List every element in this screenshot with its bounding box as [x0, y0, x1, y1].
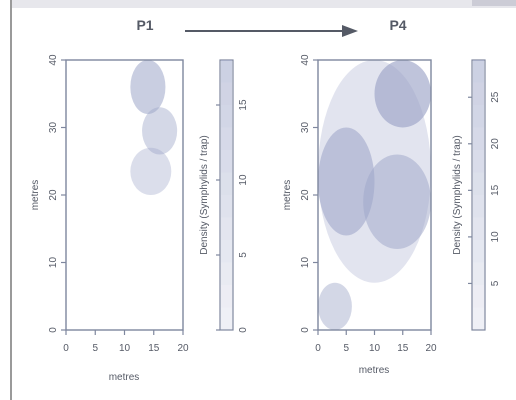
density-patch	[318, 127, 375, 236]
colorbar-band	[221, 172, 232, 195]
y-ticks: 0 10 20 30 40	[300, 54, 318, 333]
colorbar-tick-label: 15	[238, 99, 249, 111]
y-tick-label: 10	[300, 257, 311, 269]
colorbar-band	[473, 60, 484, 83]
x-ticks: 0 5 10 15 20	[315, 330, 437, 354]
caption-fragment	[472, 0, 516, 6]
colorbar-band	[473, 127, 484, 150]
density-patch	[318, 60, 431, 283]
colorbar	[471, 59, 486, 331]
x-ticks: 0 5 10 15 20	[63, 330, 189, 354]
colorbar-tick-label: 10	[490, 231, 501, 243]
density-patch	[142, 107, 178, 155]
colorbar-band	[473, 195, 484, 218]
x-tick-label: 5	[343, 343, 349, 354]
colorbar-band	[221, 150, 232, 173]
colorbar-band	[473, 262, 484, 285]
colorbar-band	[221, 217, 232, 240]
y-tick-label: 20	[300, 189, 311, 201]
heatmap-patches	[318, 60, 431, 330]
y-tick-label: 30	[48, 122, 59, 134]
x-tick-label: 20	[425, 343, 437, 354]
colorbar-band	[221, 195, 232, 218]
colorbar-band	[221, 240, 232, 263]
colorbar-band	[473, 172, 484, 195]
colorbar-band	[473, 82, 484, 105]
x-axis-label: metres	[109, 372, 140, 383]
x-tick-label: 0	[315, 343, 321, 354]
colorbar-band	[221, 105, 232, 128]
colorbar-tick-label: 25	[490, 91, 501, 103]
colorbar-tick-label: 10	[238, 174, 249, 186]
colorbar-band	[221, 285, 232, 308]
y-tick-label: 0	[48, 327, 59, 333]
colorbar-label: Density (Symphylids / trap)	[199, 135, 210, 254]
x-tick-label: 5	[92, 343, 98, 354]
plot-area	[66, 60, 183, 330]
density-patch	[374, 60, 431, 128]
colorbar-band	[473, 285, 484, 308]
colorbar-tick-label: 5	[490, 280, 501, 286]
colorbar-band	[221, 60, 232, 83]
y-tick-label: 20	[48, 189, 59, 201]
y-tick-label: 30	[300, 122, 311, 134]
colorbar-band	[473, 217, 484, 240]
colorbar-tick-label: 5	[238, 252, 249, 258]
y-axis-label: metres	[282, 180, 293, 211]
y-tick-label: 40	[300, 54, 311, 66]
x-tick-label: 20	[177, 343, 189, 354]
header-left-label: P1	[136, 17, 153, 33]
y-axis-label: metres	[30, 180, 41, 211]
density-patch	[318, 282, 352, 330]
progression-arrow-head	[342, 25, 358, 37]
x-axis-label: metres	[359, 365, 390, 376]
colorbar-tick-label: 20	[490, 138, 501, 150]
colorbar-band	[473, 150, 484, 173]
colorbar-band	[473, 105, 484, 128]
y-ticks: 0 10 20 30 40	[48, 54, 66, 333]
density-patch	[363, 154, 431, 249]
x-tick-label: 10	[369, 343, 381, 354]
x-tick-label: 15	[148, 343, 160, 354]
colorbar	[219, 59, 234, 331]
x-tick-label: 10	[119, 343, 131, 354]
heatmap-patches	[130, 60, 178, 195]
colorbar-band	[473, 240, 484, 263]
colorbar-ticks: 5 10 15 20 25	[468, 60, 501, 330]
x-tick-label: 0	[63, 343, 69, 354]
colorbar-ticks: 0 5 10 15	[216, 60, 249, 333]
colorbar-band	[221, 307, 232, 330]
colorbar-band	[473, 307, 484, 330]
density-patch	[130, 60, 166, 114]
x-tick-label: 15	[397, 343, 409, 354]
y-tick-label: 0	[300, 327, 311, 333]
density-patch	[130, 147, 172, 195]
colorbar-band	[221, 127, 232, 150]
caption-strip	[12, 0, 516, 8]
colorbar-label: Density (Symphylids / trap)	[452, 135, 463, 254]
heatmap-panel-2: 0 5 10 15 20 0 10 20 30 40 metres metres 5 10 15 20…	[282, 54, 501, 376]
y-tick-label: 10	[48, 257, 59, 269]
header-right-label: P4	[389, 17, 406, 33]
colorbar-tick-label: 0	[238, 327, 249, 333]
colorbar-band	[221, 262, 232, 285]
colorbar-band	[221, 82, 232, 105]
y-tick-label: 40	[48, 54, 59, 66]
colorbar-tick-label: 15	[490, 184, 501, 196]
page-border	[10, 0, 12, 400]
